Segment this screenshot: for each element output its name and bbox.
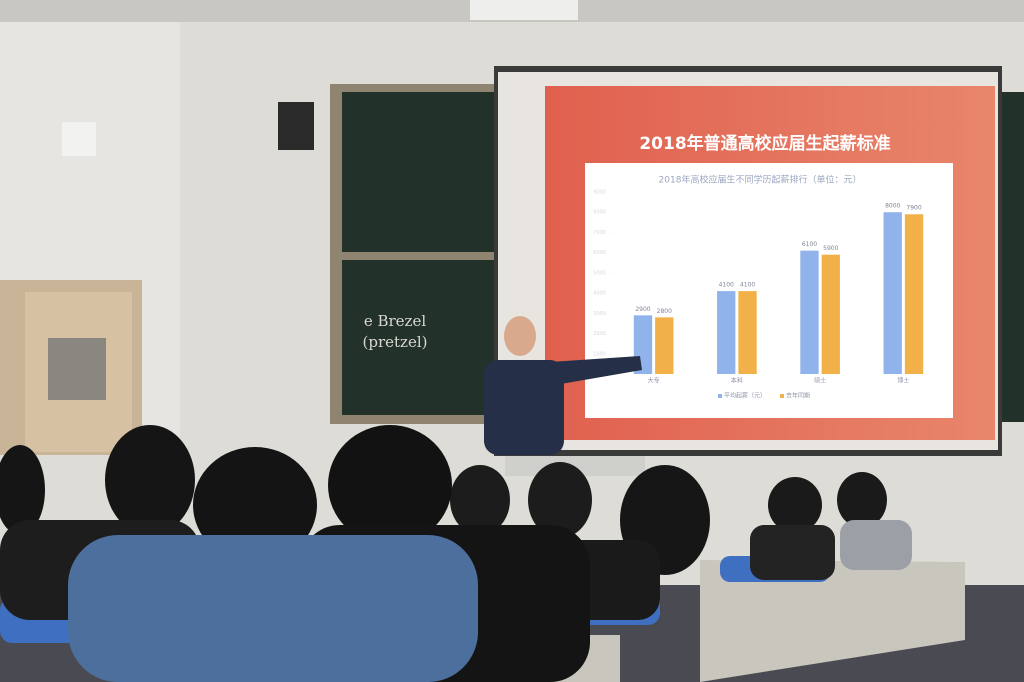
value-label: 8000 [885, 203, 900, 210]
chalk-text: e Brezel [364, 312, 426, 330]
x-tick-label: 大专 [648, 377, 660, 385]
y-tick-label: 6000 [593, 250, 606, 256]
student-body [750, 525, 835, 580]
y-tick-label: 8000 [593, 210, 606, 216]
projector [470, 0, 578, 20]
chalkboard [998, 92, 1024, 422]
speaker [278, 102, 314, 150]
y-tick-label: 3000 [593, 311, 606, 317]
chalk-text: (pretzel) [363, 333, 428, 351]
slide-title: 2018年普通高校应届生起薪标准 [639, 133, 890, 154]
y-tick-label: 4000 [593, 291, 606, 297]
bar [655, 317, 674, 374]
value-label: 6100 [802, 241, 817, 248]
student-head [528, 462, 592, 538]
chart: 0100020003000400050006000700080009000大专2… [593, 190, 924, 400]
value-label: 5900 [823, 245, 838, 252]
bar [821, 254, 840, 374]
bar [738, 291, 757, 374]
bar [717, 291, 736, 374]
bar [800, 250, 819, 374]
y-tick-label: 5000 [593, 270, 606, 276]
lecturer-body [484, 360, 564, 455]
legend-swatch [718, 394, 722, 398]
camera [62, 122, 96, 156]
y-tick-label: 7000 [593, 230, 606, 236]
chart-title: 2018年高校应届生不同学历起薪排行（单位：元） [659, 174, 862, 186]
x-tick-label: 本科 [731, 377, 743, 385]
legend-label: 去年同期 [786, 392, 810, 400]
x-tick-label: 博士 [897, 377, 909, 385]
y-tick-label: 2000 [593, 331, 606, 337]
student-head [105, 425, 195, 535]
student-head [0, 445, 45, 535]
y-tick-label: 1000 [593, 351, 606, 357]
value-label: 2900 [635, 306, 650, 313]
y-tick-label: 9000 [593, 190, 606, 196]
value-label: 4100 [740, 282, 755, 289]
student-head [768, 477, 822, 533]
lecturer-arm [550, 356, 642, 385]
student-body [840, 520, 912, 570]
value-label: 2800 [657, 308, 672, 315]
student-head [837, 472, 887, 528]
chalkboard [342, 92, 498, 252]
legend-label: 平均起薪（元） [724, 392, 766, 400]
lecturer-head [504, 316, 536, 356]
value-label: 7900 [906, 205, 921, 212]
student-jacket [68, 535, 478, 682]
desks [700, 560, 965, 682]
student-head [328, 425, 452, 545]
legend-swatch [780, 394, 784, 398]
chalkboard [342, 260, 498, 415]
student-head [193, 447, 317, 563]
value-label: 4100 [719, 282, 734, 289]
door-window [48, 338, 106, 400]
x-tick-label: 硕士 [814, 377, 826, 385]
student-head [450, 465, 510, 535]
bar [883, 212, 902, 374]
bar [904, 214, 924, 374]
